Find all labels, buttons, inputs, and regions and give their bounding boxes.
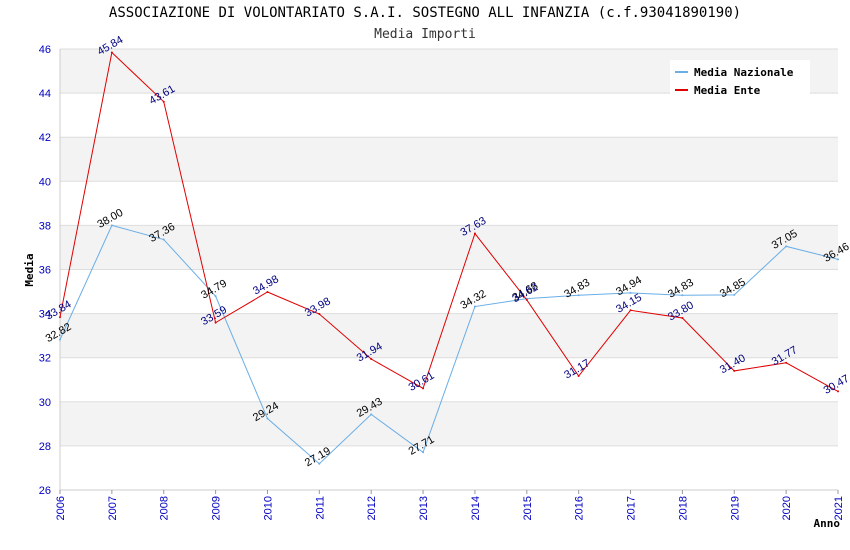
axes: 26 28 30 32 34 36 38 40 42 44 46 2006 2007 2008 2009 20… — [23, 44, 845, 530]
data-point — [422, 387, 425, 390]
series-lines — [59, 51, 839, 465]
data-point — [629, 291, 632, 294]
x-tick-label: 2008 — [159, 496, 171, 520]
data-point — [681, 317, 684, 320]
series-line-media-ente — [59, 51, 839, 392]
data-point — [266, 290, 269, 293]
data-point — [473, 232, 476, 235]
data-point — [214, 295, 217, 298]
data-point — [214, 321, 217, 324]
data-point — [733, 369, 736, 372]
y-axis-title: Media — [23, 253, 36, 286]
x-tick-label: 2020 — [781, 496, 793, 520]
y-tick-label: 34 — [39, 309, 51, 321]
grid-band — [60, 93, 838, 138]
grid-band — [60, 445, 838, 490]
grid-band — [60, 137, 838, 182]
data-point — [733, 293, 736, 296]
grid-band — [60, 269, 838, 314]
y-tick-label: 30 — [39, 397, 51, 409]
x-tick-label: 2017 — [626, 496, 638, 520]
data-point — [59, 316, 61, 319]
x-tick-label: 2012 — [366, 496, 378, 520]
x-tick-label: 2015 — [522, 496, 534, 520]
data-point — [837, 390, 839, 393]
chart-title: ASSOCIAZIONE DI VOLONTARIATO S.A.I. SOST… — [108, 5, 742, 21]
chart-subtitle: Media Importi — [374, 27, 476, 42]
data-point — [473, 305, 476, 308]
data-point — [318, 313, 321, 316]
y-tick-label: 40 — [39, 176, 51, 188]
y-tick-label: 44 — [39, 88, 51, 100]
data-point — [785, 361, 788, 364]
data-point — [59, 338, 61, 341]
x-tick-label: 2007 — [107, 496, 119, 520]
legend-swatch-media-ente — [675, 89, 688, 91]
legend-swatch-media-nazionale — [675, 71, 688, 73]
grid-bands — [60, 49, 838, 490]
data-point — [577, 375, 580, 378]
x-tick-label: 2019 — [729, 496, 741, 520]
grid-band — [60, 313, 838, 358]
data-point — [110, 224, 113, 227]
data-point — [577, 294, 580, 297]
data-point — [318, 462, 321, 465]
x-tick-label: 2006 — [55, 496, 67, 520]
x-tick-label: 2009 — [211, 496, 223, 520]
data-point — [785, 245, 788, 248]
data-point — [370, 358, 373, 361]
legend-label-media-nazionale: Media Nazionale — [694, 65, 794, 79]
x-tick-label: 2021 — [833, 496, 845, 520]
data-point — [837, 258, 839, 261]
data-point — [162, 100, 165, 103]
y-tick-label: 42 — [39, 132, 51, 144]
x-axis-title: Anno — [814, 517, 841, 530]
data-point — [629, 309, 632, 312]
grid-band — [60, 401, 838, 446]
x-tick-label: 2014 — [470, 496, 482, 520]
y-tick-label: 28 — [39, 441, 51, 453]
x-tick-label: 2018 — [677, 496, 689, 520]
y-tick-label: 26 — [39, 485, 51, 497]
data-point — [422, 451, 425, 454]
legend: Media Nazionale Media Ente — [670, 60, 810, 100]
y-tick-label: 36 — [39, 265, 51, 277]
grid-band — [60, 181, 838, 226]
y-tick-label: 38 — [39, 220, 51, 232]
grid-band — [60, 225, 838, 270]
y-tick-label: 46 — [39, 44, 51, 56]
data-point — [110, 51, 113, 54]
x-tick-label: 2011 — [314, 496, 326, 520]
x-tick-label: 2010 — [262, 496, 274, 520]
y-tick-label: 32 — [39, 353, 51, 365]
data-point — [266, 417, 269, 420]
series-line-media-nazionale — [59, 224, 839, 465]
x-tick-label: 2013 — [418, 496, 430, 520]
data-point — [162, 238, 165, 241]
legend-item-media-ente: Media Ente — [670, 82, 760, 98]
data-point — [370, 413, 373, 416]
legend-item-media-nazionale: Media Nazionale — [670, 64, 793, 80]
data-point — [681, 294, 684, 297]
legend-label-media-ente: Media Ente — [694, 83, 761, 97]
x-tick-label: 2016 — [574, 496, 586, 520]
data-point — [525, 298, 528, 301]
